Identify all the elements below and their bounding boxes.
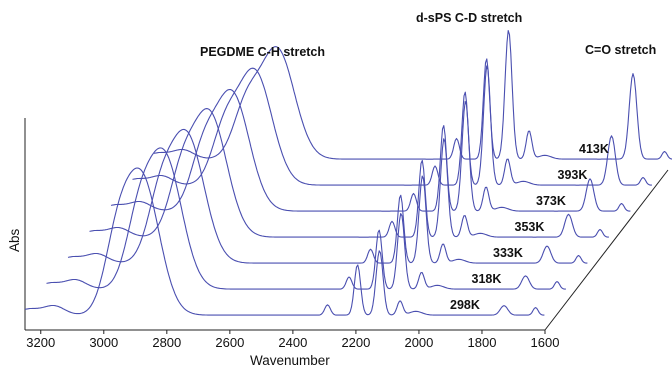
series-line-373K xyxy=(110,88,631,212)
series-label-333K: 333K xyxy=(493,246,523,260)
depth-axis-line xyxy=(544,169,669,331)
annotation-cd-stretch: d-sPS C-D stretch xyxy=(416,11,522,25)
series-line-393K xyxy=(132,65,652,186)
series-label-353K: 353K xyxy=(515,220,545,234)
series-label-298K: 298K xyxy=(450,298,480,312)
x-tick-label: 1800 xyxy=(468,335,497,350)
x-tick-label: 2000 xyxy=(404,335,433,350)
x-tick-label: 2600 xyxy=(215,335,244,350)
annotation-co-stretch: C=O stretch xyxy=(585,43,656,57)
y-axis-title: Abs xyxy=(7,228,22,252)
x-tick-label: 3000 xyxy=(89,335,118,350)
series-line-318K xyxy=(46,147,566,290)
annotation-group: PEGDME C-H stretch d-sPS C-D stretch C=O… xyxy=(200,11,656,59)
series-line-353K xyxy=(89,108,609,238)
x-tick-label: 2400 xyxy=(278,335,307,350)
x-tick-label: 2200 xyxy=(341,335,370,350)
annotation-ch-stretch: PEGDME C-H stretch xyxy=(200,45,325,59)
axes-group xyxy=(24,118,669,331)
series-label-413K: 413K xyxy=(579,142,609,156)
series-label-393K: 393K xyxy=(558,168,588,182)
series-group: 298K 318K 333K 353K 373K 393K 413K xyxy=(24,29,672,316)
series-label-318K: 318K xyxy=(472,272,502,286)
series-line-298K xyxy=(24,167,545,316)
x-tick-label: 3200 xyxy=(26,335,55,350)
x-tick-group: 3200 3000 2800 2600 2400 2200 2000 1800 1600 xyxy=(26,330,559,350)
x-tick-label: 2800 xyxy=(152,335,181,350)
x-axis-title: Wavenumber xyxy=(250,353,330,368)
series-line-413K xyxy=(153,29,672,160)
series-label-373K: 373K xyxy=(536,194,566,208)
x-tick-label: 1600 xyxy=(531,335,560,350)
series-line-333K xyxy=(67,128,588,264)
